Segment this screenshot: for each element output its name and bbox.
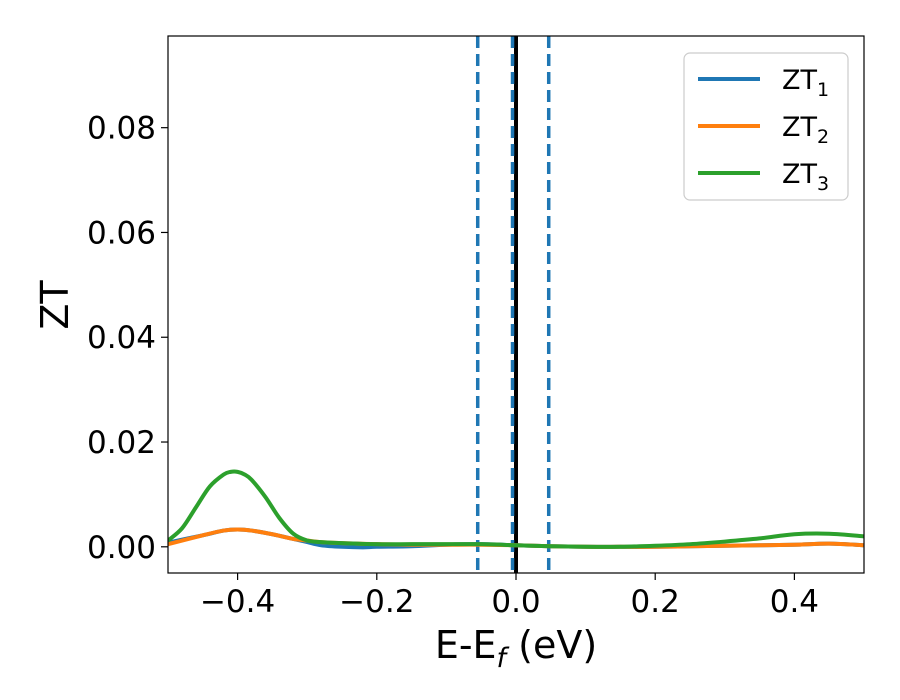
series-line-3 [168,469,864,549]
x-axis: −0.4 −0.2 0.0 0.2 0.4 [200,573,819,620]
legend-frame [683,52,849,201]
vertical-reference-lines [475,36,551,573]
series-group [168,469,864,550]
x-tick-label-1: −0.2 [339,584,414,620]
x-axis-title: E-Ef (eV) [435,623,597,674]
legend-label-3: ZT3 [782,159,829,195]
x-tick-label-4: 0.4 [770,584,819,620]
y-axis: 0.00 0.02 0.04 0.06 0.08 [87,111,168,566]
y-tick-label-4: 0.08 [87,111,156,147]
y-tick-label-0: 0.00 [87,530,156,566]
legend-label-2: ZT2 [782,112,829,148]
y-tick-label-1: 0.02 [87,425,156,461]
y-axis-title: ZT [33,280,77,330]
legend-label-1: ZT1 [782,65,829,101]
y-tick-label-3: 0.06 [87,215,156,251]
x-tick-label-3: 0.2 [631,584,680,620]
x-tick-label-0: −0.4 [200,584,275,620]
x-tick-label-2: 0.0 [491,584,540,620]
y-tick-label-2: 0.04 [87,320,156,356]
legend: ZT1 ZT2 ZT3 [683,52,849,201]
